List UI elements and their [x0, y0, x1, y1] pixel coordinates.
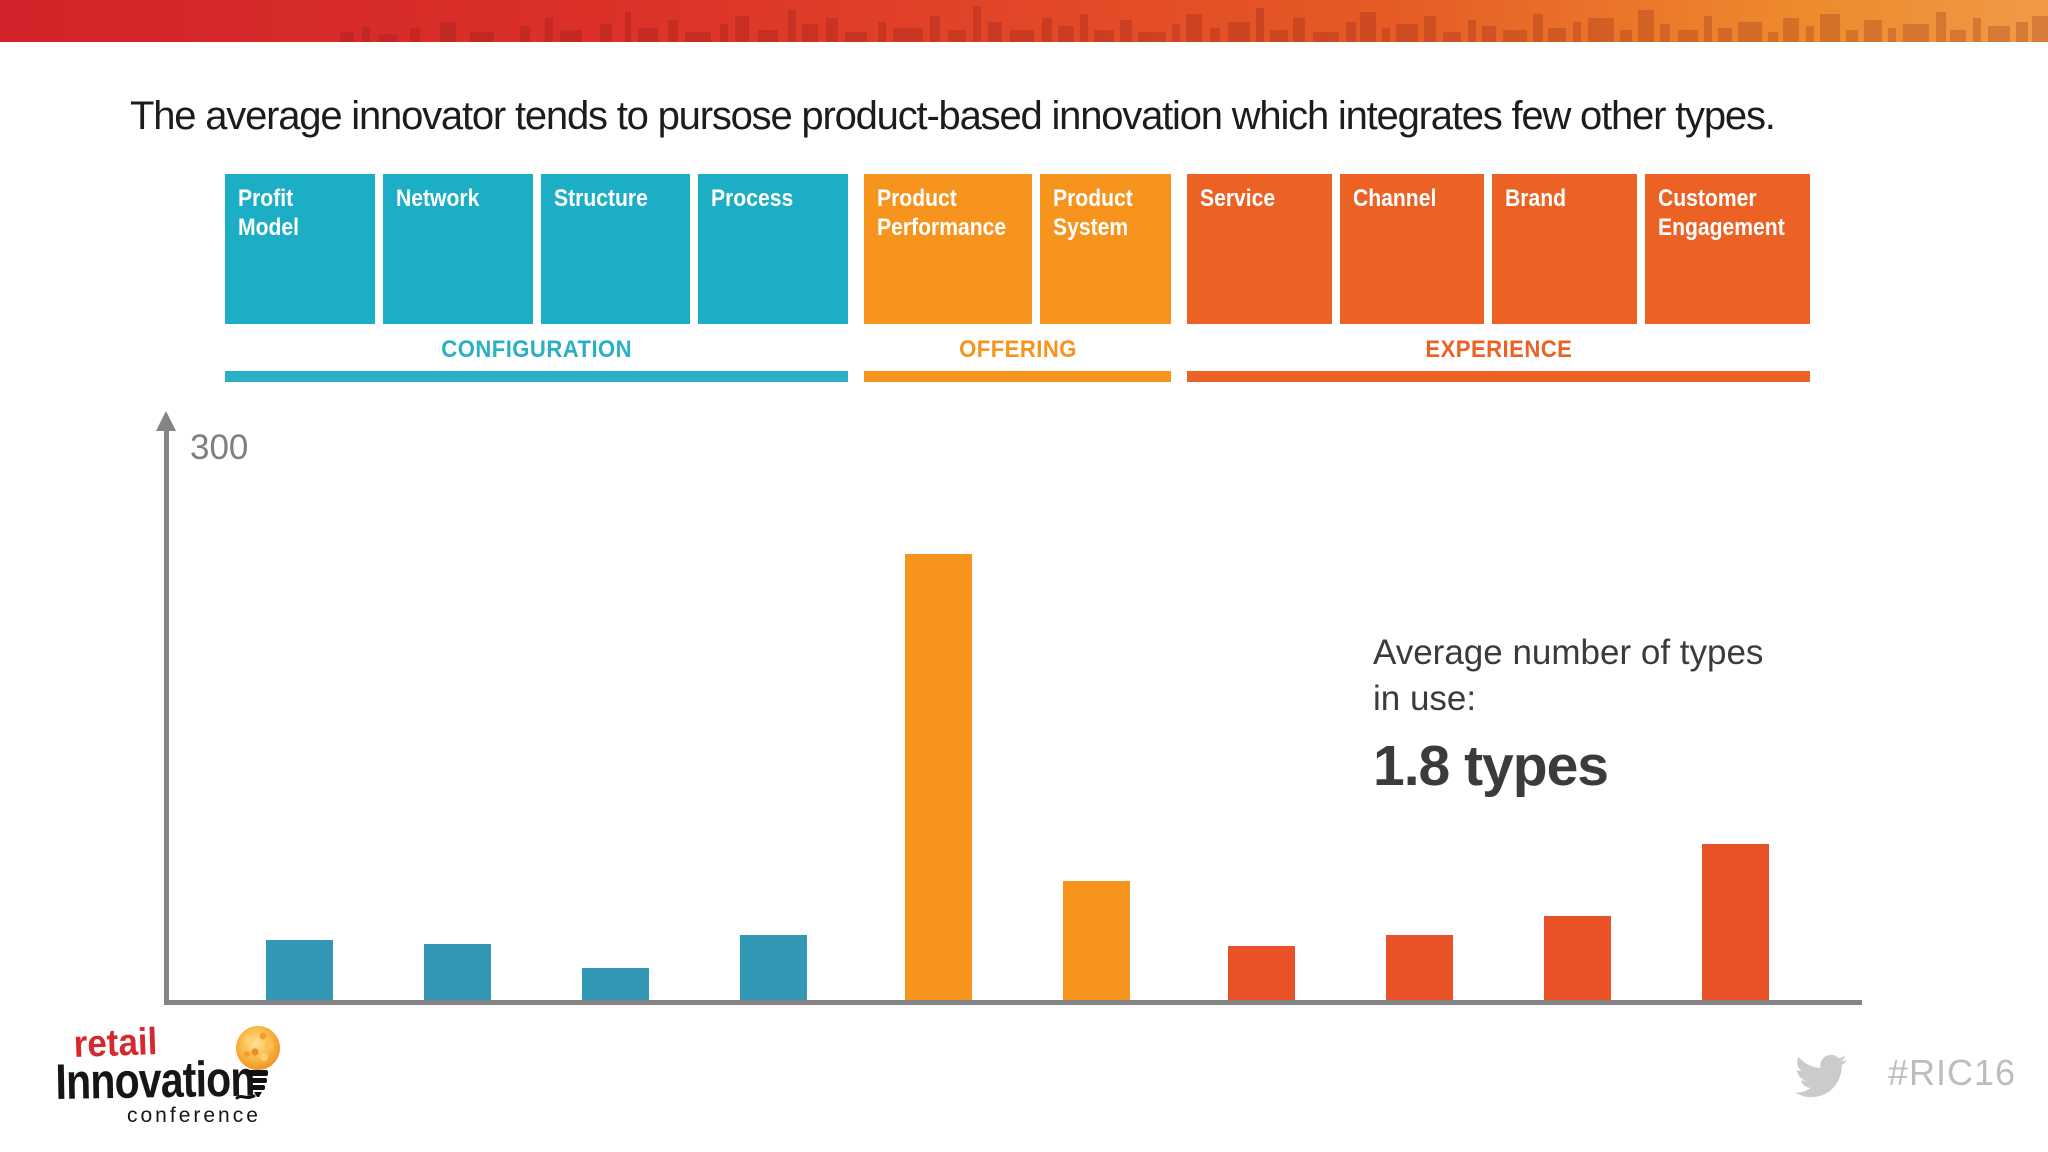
annotation-line1: Average number of types — [1373, 633, 1764, 672]
type-box-label: Customer Engagement — [1657, 185, 1785, 241]
bars-configuration — [225, 442, 848, 1000]
type-box-structure: Structure — [540, 174, 691, 324]
experience-boxes: Service Channel Brand Customer Engagemen… — [1187, 174, 1810, 324]
city-skyline-silhouette — [340, 6, 2048, 42]
type-box-label: Channel — [1352, 185, 1436, 212]
bar-channel — [1386, 935, 1454, 1000]
type-box-label: Product Performance — [877, 185, 1007, 241]
group-label-offering: OFFERING — [958, 336, 1077, 363]
banner-gradient — [0, 0, 2048, 42]
group-underline-offering — [864, 371, 1171, 382]
type-box-product-system: Product System — [1039, 174, 1171, 324]
type-box-label: Product System — [1052, 185, 1133, 241]
group-configuration: Profit Model Network Structure Process C… — [225, 174, 848, 382]
offering-boxes: Product Performance Product System — [864, 174, 1171, 324]
logo-word-innovation: Innovation — [55, 1050, 256, 1110]
bars-experience — [1187, 442, 1810, 1000]
slide-title: The average innovator tends to pursose p… — [130, 94, 1776, 138]
group-label-configuration: CONFIGURATION — [441, 336, 632, 363]
y-axis-line — [164, 430, 169, 1002]
type-box-label: Process — [711, 185, 794, 212]
lightbulb-icon — [235, 1026, 280, 1100]
hashtag-text: #RIC16 — [1888, 1052, 2017, 1093]
retail-innovation-conference-logo: retail Innovation conference — [55, 1021, 345, 1134]
annotation-value: 1.8 types — [1373, 734, 1609, 798]
twitter-bird-icon — [1795, 1054, 1847, 1098]
innovation-types-row: Profit Model Network Structure Process C… — [225, 174, 1810, 382]
type-box-customer-engagement: Customer Engagement — [1644, 174, 1810, 324]
bar-product-system — [1062, 881, 1130, 1000]
type-box-label: Brand — [1505, 185, 1567, 212]
bar-customer-engagement — [1701, 844, 1769, 1000]
type-box-label: Network — [395, 185, 480, 212]
bar-process — [739, 935, 807, 1000]
bar-service — [1228, 946, 1296, 1000]
type-box-service: Service — [1187, 174, 1332, 324]
annotation-line2: in use: — [1373, 678, 1477, 718]
type-box-profit-model: Profit Model — [225, 174, 375, 324]
type-box-label: Service — [1200, 185, 1276, 212]
x-axis-line — [164, 1000, 1862, 1005]
average-annotation: Average number of types in use: 1.8 type… — [1373, 630, 1763, 799]
group-label-experience: EXPERIENCE — [1425, 336, 1572, 363]
group-underline-configuration — [225, 371, 848, 382]
group-experience: Service Channel Brand Customer Engagemen… — [1187, 174, 1810, 382]
type-box-process: Process — [698, 174, 848, 324]
type-box-channel: Channel — [1339, 174, 1485, 324]
bar-chart — [225, 442, 1810, 1000]
type-box-network: Network — [382, 174, 533, 324]
bar-product-performance — [905, 554, 973, 1000]
type-box-product-performance: Product Performance — [864, 174, 1032, 324]
y-axis-top-tick: 300 — [190, 428, 249, 467]
group-offering: Product Performance Product System OFFER… — [864, 174, 1171, 382]
bar-profit-model — [266, 940, 334, 1000]
bar-network — [424, 944, 492, 1000]
configuration-boxes: Profit Model Network Structure Process — [225, 174, 848, 324]
bars-offering — [864, 442, 1171, 1000]
type-box-label: Profit Model — [238, 185, 300, 241]
type-box-brand: Brand — [1492, 174, 1637, 324]
y-axis-arrow-icon — [156, 411, 176, 431]
group-underline-experience — [1187, 371, 1810, 382]
bar-structure — [581, 968, 649, 1000]
bar-brand — [1543, 916, 1611, 1000]
type-box-label: Structure — [553, 185, 648, 212]
logo-word-conference: conference — [127, 1104, 261, 1127]
